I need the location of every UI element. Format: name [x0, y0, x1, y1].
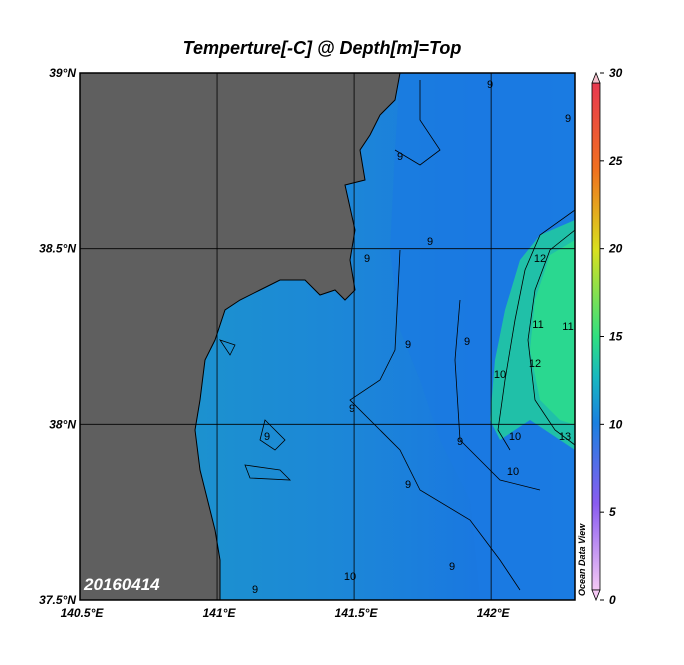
y-tick-label: 39°N	[49, 66, 76, 80]
contour-label: 10	[507, 466, 519, 478]
contour-label: 9	[487, 79, 493, 91]
colorbar-tick-label: 30	[609, 66, 623, 80]
colorbar-tick-label: 20	[608, 242, 623, 256]
x-tick-label: 142°E	[477, 606, 511, 620]
y-tick-label: 37.5°N	[39, 593, 76, 607]
x-tick-label: 141.5°E	[335, 606, 379, 620]
contour-label: 12	[534, 253, 546, 265]
contour-label: 11	[562, 321, 573, 333]
contour-label: 9	[449, 561, 455, 573]
contour-label: 9	[565, 113, 571, 125]
colorbar-min-arrow	[591, 589, 601, 602]
contour-label: 9	[464, 336, 470, 348]
colorbar-tick-label: 25	[608, 154, 623, 168]
contour-label: 9	[397, 151, 403, 163]
contours	[219, 80, 575, 591]
contour-label: 12	[529, 358, 541, 370]
contour-label: 9	[405, 479, 411, 491]
contour-label: 9	[252, 584, 258, 596]
contour-label: 11	[532, 319, 543, 331]
map-title: Temperture[-C] @ Depth[m]=Top	[183, 38, 462, 58]
map-frame	[79, 72, 576, 601]
y-tick-label: 38°N	[49, 417, 76, 431]
contour-label: 9	[264, 431, 270, 443]
y-tick-label: 38.5°N	[39, 242, 76, 256]
contour-label: 10	[494, 369, 506, 381]
x-tick-label: 140.5°E	[61, 606, 105, 620]
colorbar-tick-label: 0	[609, 593, 616, 607]
contour-label: 9	[405, 339, 411, 351]
contour-label: 9	[349, 403, 355, 415]
contour-label: 10	[344, 571, 356, 583]
contour-label: 9	[457, 436, 463, 448]
x-tick-label: 141°E	[203, 606, 237, 620]
contour-label: 9	[427, 236, 433, 248]
map-area	[80, 73, 575, 600]
colorbar-tick-label: 10	[609, 417, 623, 431]
land	[80, 73, 401, 600]
contour-label: 10	[509, 431, 521, 443]
colorbar	[591, 82, 601, 591]
warm-core	[530, 240, 575, 425]
date-label: 20160414	[83, 575, 160, 594]
contour-label: 9	[364, 253, 370, 265]
contour-label: 13	[559, 431, 571, 443]
credit: Ocean Data View	[577, 523, 587, 596]
offshore-water	[390, 73, 575, 600]
colorbar-tick-label: 15	[609, 330, 623, 344]
colorbar-max-arrow	[591, 71, 601, 84]
colorbar-tick-label: 5	[609, 505, 616, 519]
